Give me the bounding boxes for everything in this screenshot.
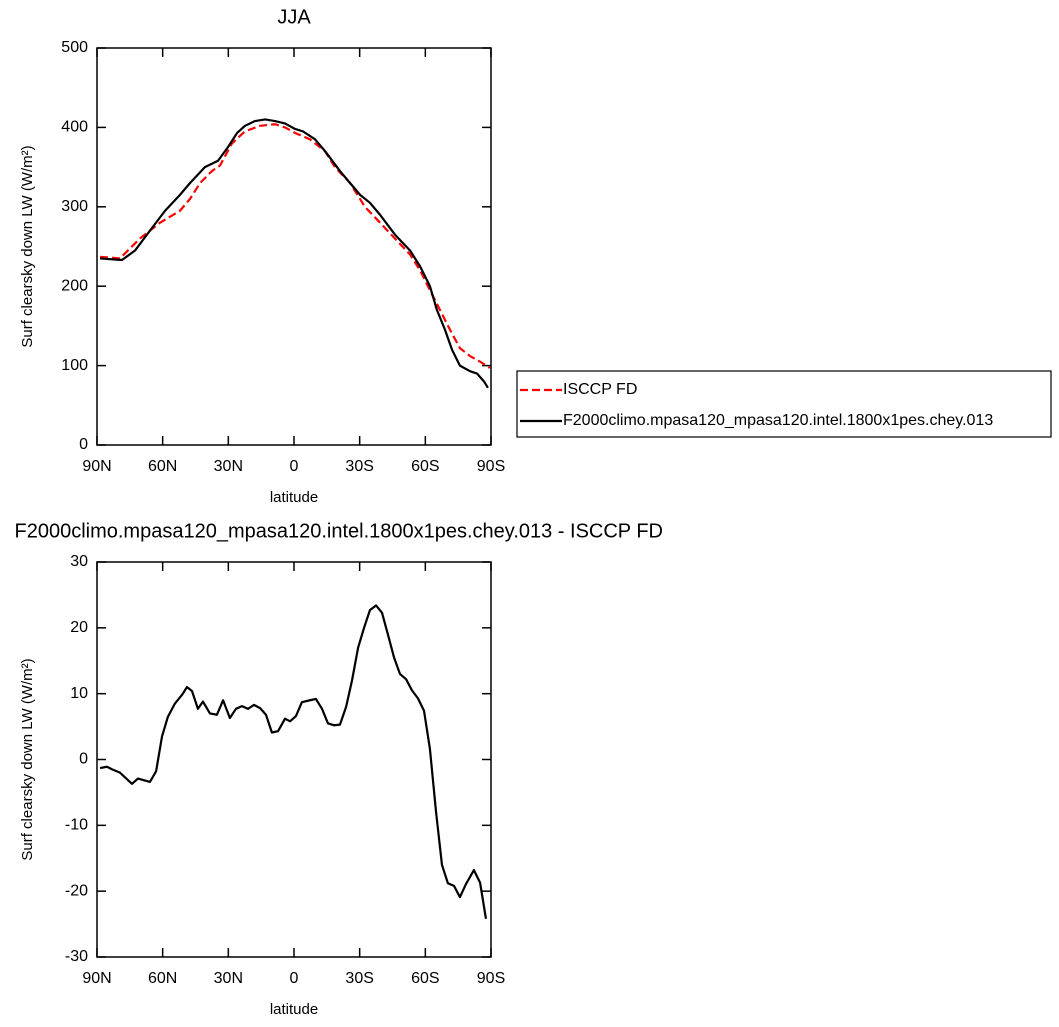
chart-title: F2000climo.mpasa120_mpasa120.intel.1800x…	[14, 520, 663, 542]
x-axis-label: latitude	[270, 1001, 318, 1018]
y-tick-label: 20	[70, 619, 88, 636]
y-tick-label: -20	[65, 882, 88, 899]
x-tick-label: 60S	[411, 970, 439, 987]
x-tick-label: 0	[290, 458, 299, 475]
y-tick-label: 400	[61, 119, 88, 136]
x-tick-label: 0	[290, 970, 299, 987]
y-tick-label: 10	[70, 685, 88, 702]
chart-title: JJA	[277, 6, 311, 28]
x-tick-label: 90N	[82, 458, 111, 475]
y-tick-label: 500	[61, 39, 88, 56]
legend-label: F2000climo.mpasa120_mpasa120.intel.1800x…	[563, 412, 993, 429]
y-tick-label: 100	[61, 357, 88, 374]
legend-label: ISCCP FD	[563, 381, 637, 398]
y-tick-label: 200	[61, 277, 88, 294]
x-tick-label: 90S	[477, 458, 505, 475]
x-tick-label: 30S	[345, 458, 373, 475]
plot-frame	[96, 47, 492, 446]
data-line	[99, 123, 491, 369]
x-tick-label: 60S	[411, 458, 439, 475]
legend-box	[516, 370, 1052, 438]
x-tick-label: 30N	[214, 458, 243, 475]
x-tick-label: 30N	[214, 970, 243, 987]
y-tick-label: 0	[79, 751, 88, 768]
x-tick-label: 30S	[345, 970, 373, 987]
x-tick-label: 60N	[148, 458, 177, 475]
y-tick-label: 30	[70, 553, 88, 570]
x-tick-label: 90N	[82, 970, 111, 987]
x-tick-label: 90S	[477, 970, 505, 987]
x-tick-label: 60N	[148, 970, 177, 987]
y-axis-label: Surf clearsky down LW (W/m²)	[19, 658, 36, 860]
plot-frame	[96, 561, 492, 958]
y-tick-label: -10	[65, 817, 88, 834]
data-line	[99, 604, 488, 919]
y-tick-label: 300	[61, 198, 88, 215]
data-line	[99, 118, 489, 389]
x-axis-label: latitude	[270, 489, 318, 506]
y-tick-label: 0	[79, 436, 88, 453]
y-axis-label: Surf clearsky down LW (W/m²)	[19, 145, 36, 347]
y-tick-label: -30	[65, 948, 88, 965]
